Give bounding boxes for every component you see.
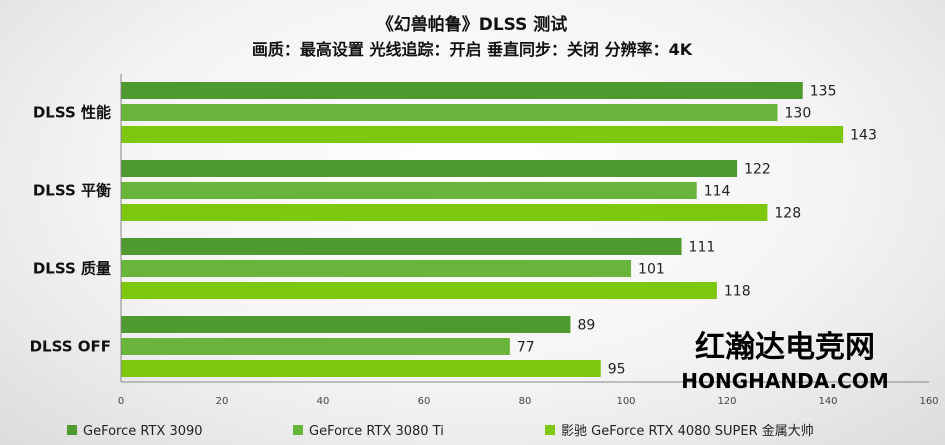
data-label: 77 bbox=[517, 340, 535, 356]
bar bbox=[121, 204, 768, 221]
bar bbox=[121, 282, 717, 299]
watermark-domain: HONGHANDA.COM bbox=[681, 369, 888, 393]
bar bbox=[121, 316, 571, 333]
legend-swatch bbox=[67, 425, 77, 435]
x-tick-label: 100 bbox=[616, 396, 635, 407]
x-tick-label: 0 bbox=[118, 396, 124, 407]
data-label: 130 bbox=[785, 106, 812, 122]
bar bbox=[121, 104, 778, 121]
legend: GeForce RTX 3090 GeForce RTX 3080 Ti 影驰 Ge… bbox=[67, 423, 814, 439]
chart-title: 《幻兽帕鲁》DLSS 测试 bbox=[377, 14, 568, 35]
data-label: 95 bbox=[608, 362, 626, 378]
data-label: 114 bbox=[704, 184, 731, 200]
data-label: 89 bbox=[577, 318, 595, 334]
chart-subtitle: 画质：最高设置 光线追踪：开启 垂直同步：关闭 分辨率：4K bbox=[252, 40, 693, 59]
x-tick-label: 40 bbox=[317, 396, 330, 407]
bar bbox=[121, 338, 510, 355]
legend-label: GeForce RTX 3080 Ti bbox=[309, 424, 444, 439]
x-tick-label: 140 bbox=[818, 396, 837, 407]
data-label: 118 bbox=[724, 284, 751, 300]
category-label: DLSS 质量 bbox=[33, 260, 111, 278]
bar bbox=[121, 182, 697, 199]
bar bbox=[121, 360, 601, 377]
category-label: DLSS OFF bbox=[30, 338, 111, 356]
x-tick-label: 120 bbox=[717, 396, 736, 407]
data-label: 143 bbox=[850, 128, 877, 144]
data-label: 111 bbox=[689, 240, 716, 256]
category-label: DLSS 性能 bbox=[33, 104, 111, 122]
x-tick-label: 160 bbox=[919, 396, 938, 407]
bar bbox=[121, 126, 844, 143]
bar bbox=[121, 160, 738, 177]
legend-swatch bbox=[293, 425, 303, 435]
data-label: 122 bbox=[744, 162, 771, 178]
x-tick-labels: 0 20 40 60 80 100 120 140 160 bbox=[118, 396, 939, 407]
category-labels: DLSS 性能 DLSS 平衡 DLSS 质量 DLSS OFF bbox=[30, 104, 111, 356]
bar bbox=[121, 82, 803, 99]
bar bbox=[121, 238, 682, 255]
data-label: 128 bbox=[774, 206, 801, 222]
legend-label: GeForce RTX 3090 bbox=[83, 424, 203, 439]
legend-swatch bbox=[545, 425, 555, 435]
x-tick-label: 60 bbox=[418, 396, 431, 407]
bar-group: 135 130 143 122 114 128 111 101 118 89 77 95 bbox=[121, 82, 877, 378]
legend-label: 影驰 GeForce RTX 4080 SUPER 金属大帅 bbox=[561, 423, 814, 439]
data-label: 135 bbox=[810, 84, 837, 100]
x-tick-label: 20 bbox=[216, 396, 229, 407]
watermark: 红瀚达电竞网 HONGHANDA.COM bbox=[681, 330, 888, 393]
x-tick-label: 80 bbox=[519, 396, 532, 407]
bar bbox=[121, 260, 632, 277]
watermark-name: 红瀚达电竞网 bbox=[695, 330, 875, 365]
category-label: DLSS 平衡 bbox=[33, 182, 111, 200]
data-label: 101 bbox=[638, 262, 665, 278]
